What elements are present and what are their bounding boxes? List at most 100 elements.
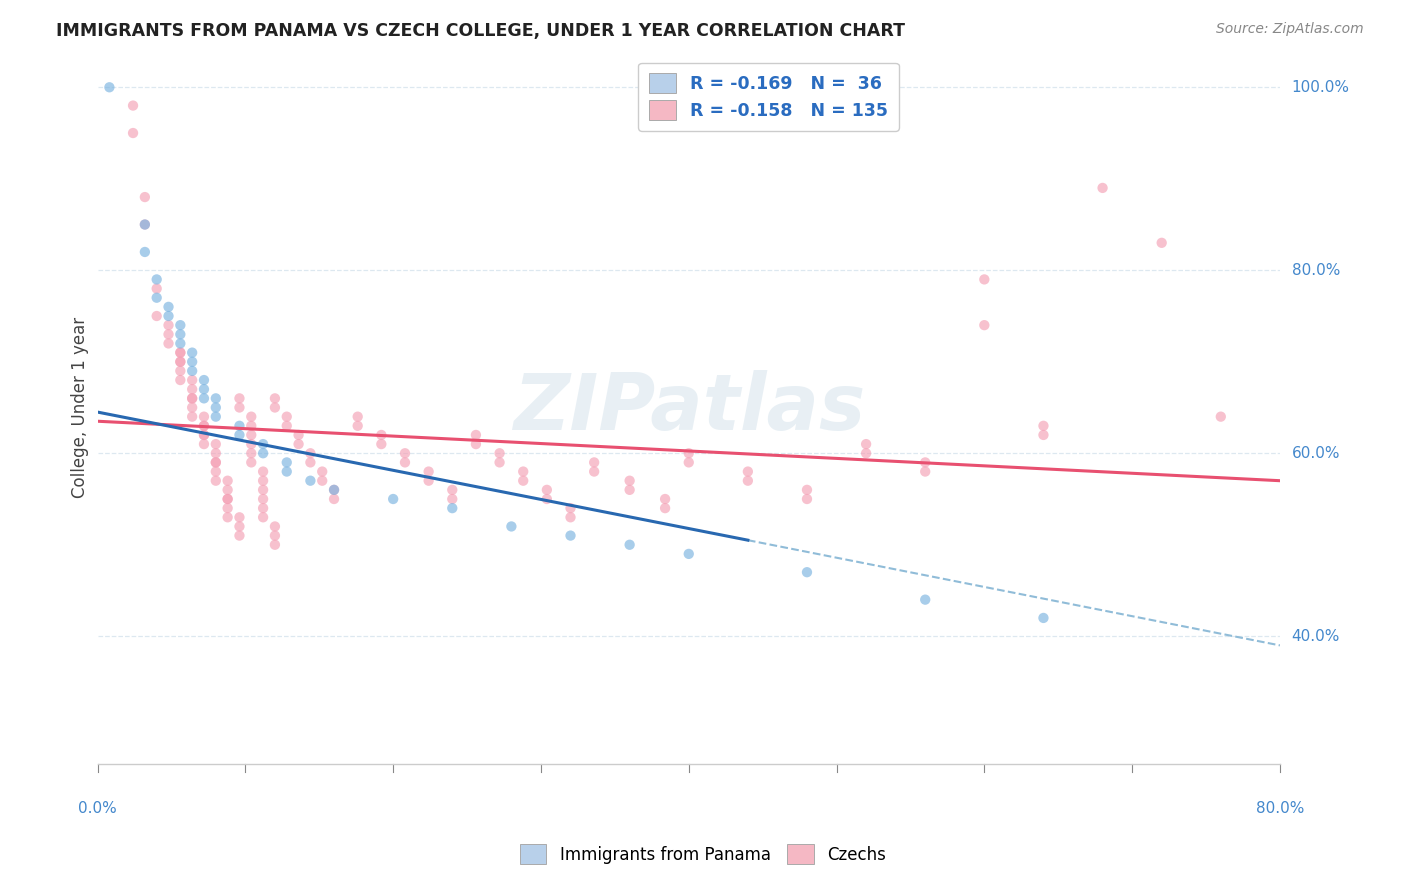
Point (134, 218, 156, 232)
Point (501, 519, 523, 533)
Text: 40.0%: 40.0% (1292, 629, 1340, 644)
Point (973, 272, 995, 286)
Point (370, 428, 392, 442)
Point (346, 418, 368, 433)
Point (441, 501, 464, 516)
Point (145, 272, 167, 286)
Point (169, 345, 191, 359)
Point (204, 455, 226, 469)
Point (204, 446, 226, 460)
Point (252, 437, 274, 451)
Point (264, 519, 287, 533)
Point (536, 491, 558, 506)
Point (560, 528, 582, 542)
Point (264, 538, 287, 552)
Point (464, 437, 486, 451)
Point (796, 565, 818, 579)
Point (323, 483, 346, 497)
Point (98, 80, 121, 95)
Point (228, 401, 250, 415)
Point (299, 474, 322, 488)
Point (441, 483, 464, 497)
Point (394, 455, 416, 469)
Point (240, 409, 263, 424)
Point (181, 392, 204, 406)
Point (619, 538, 641, 552)
Point (299, 455, 322, 469)
Point (914, 465, 936, 479)
Point (157, 318, 180, 333)
Point (169, 355, 191, 369)
Point (346, 409, 368, 424)
Point (264, 528, 287, 542)
Point (418, 474, 440, 488)
Point (217, 474, 239, 488)
Point (204, 392, 226, 406)
Point (145, 291, 167, 305)
Point (134, 244, 156, 259)
Point (217, 483, 239, 497)
Point (228, 519, 250, 533)
Point (193, 418, 215, 433)
Text: 100.0%: 100.0% (1292, 79, 1350, 95)
Point (678, 547, 700, 561)
Point (299, 446, 322, 460)
Point (654, 491, 676, 506)
Point (240, 418, 263, 433)
Point (193, 373, 215, 387)
Point (122, 98, 145, 112)
Point (264, 401, 287, 415)
Point (252, 483, 274, 497)
Point (252, 446, 274, 460)
Point (181, 401, 204, 415)
Point (157, 327, 180, 342)
Point (914, 455, 936, 469)
Point (1209, 409, 1232, 424)
Point (583, 455, 606, 469)
Point (204, 455, 226, 469)
Point (323, 483, 346, 497)
Point (560, 510, 582, 524)
Point (169, 336, 191, 351)
Point (1150, 235, 1173, 250)
Point (169, 373, 191, 387)
Point (287, 428, 309, 442)
Point (796, 483, 818, 497)
Point (240, 437, 263, 451)
Point (169, 327, 191, 342)
Point (169, 364, 191, 378)
Point (204, 409, 226, 424)
Point (193, 428, 215, 442)
Text: 60.0%: 60.0% (1292, 446, 1340, 461)
Point (157, 336, 180, 351)
Point (678, 446, 700, 460)
Point (678, 455, 700, 469)
Point (654, 501, 676, 516)
Legend: Immigrants from Panama, Czechs: Immigrants from Panama, Czechs (513, 838, 893, 871)
Point (181, 392, 204, 406)
Point (252, 474, 274, 488)
Point (276, 455, 298, 469)
Point (914, 592, 936, 607)
Point (1091, 181, 1114, 195)
Point (157, 309, 180, 323)
Point (193, 437, 215, 451)
Point (204, 401, 226, 415)
Text: 0.0%: 0.0% (79, 801, 117, 816)
Point (181, 409, 204, 424)
Point (796, 491, 818, 506)
Point (181, 364, 204, 378)
Point (169, 318, 191, 333)
Point (276, 465, 298, 479)
Point (181, 345, 204, 359)
Point (134, 218, 156, 232)
Point (204, 437, 226, 451)
Point (169, 355, 191, 369)
Text: 80.0%: 80.0% (1292, 263, 1340, 277)
Text: 80.0%: 80.0% (1256, 801, 1305, 816)
Point (512, 465, 534, 479)
Point (240, 455, 263, 469)
Point (311, 465, 333, 479)
Point (169, 345, 191, 359)
Point (441, 491, 464, 506)
